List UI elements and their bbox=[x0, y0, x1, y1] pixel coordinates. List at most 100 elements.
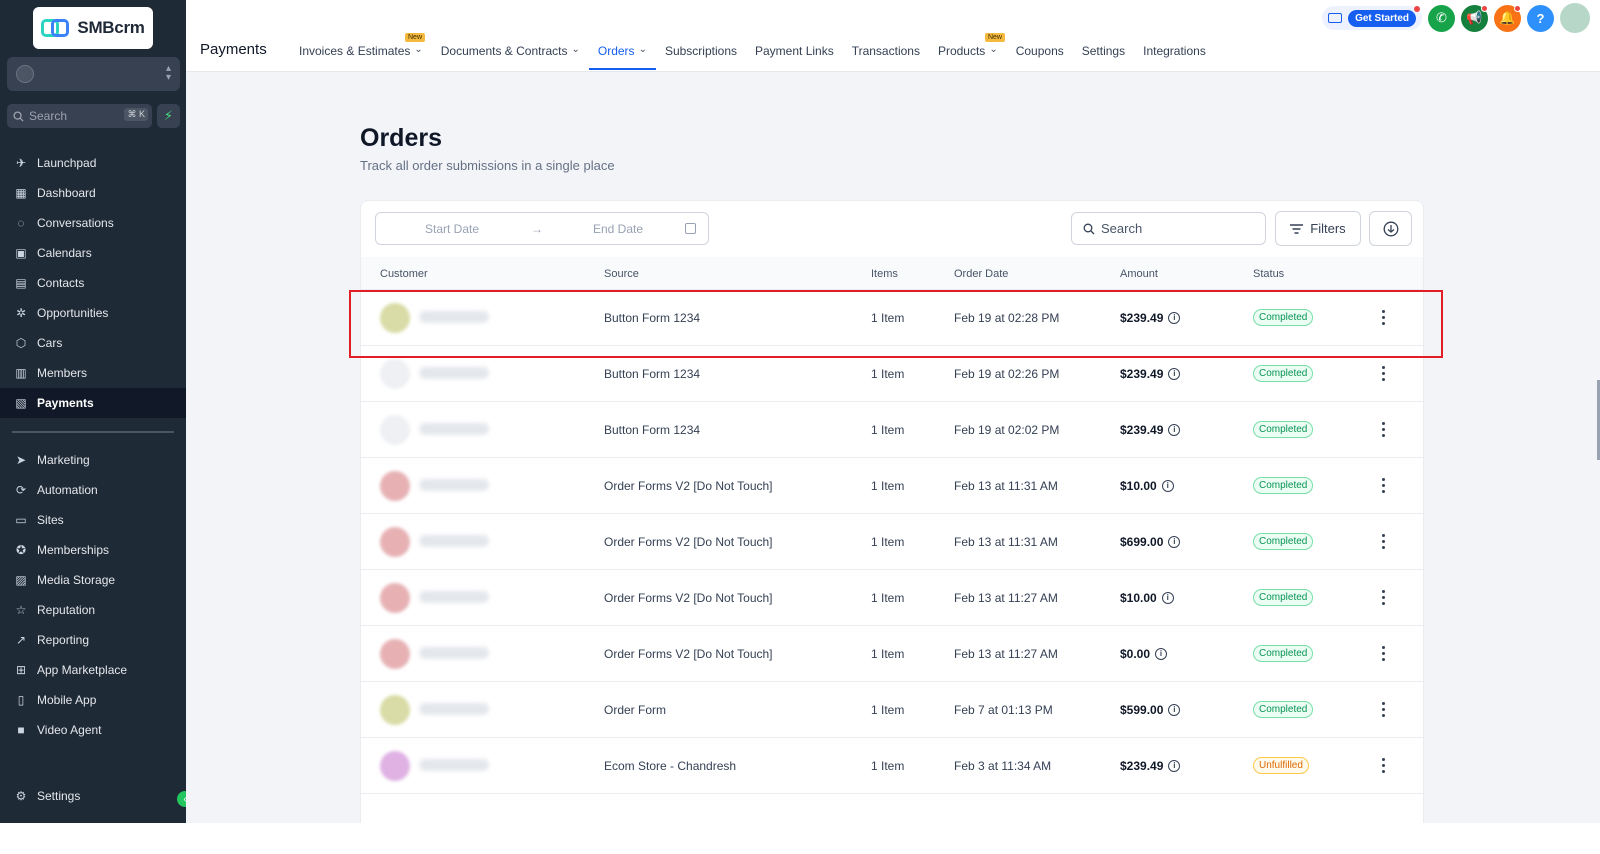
get-started-button[interactable]: Get Started bbox=[1322, 6, 1422, 30]
help-button[interactable]: ? bbox=[1527, 4, 1554, 32]
tab-orders[interactable]: Orders ⌄ bbox=[588, 34, 657, 72]
order-date: Feb 19 at 02:28 PM bbox=[954, 311, 1060, 325]
table-row[interactable]: Order Forms V2 [Do Not Touch] 1 Item Feb 1… bbox=[361, 626, 1423, 682]
sidebar-item-label: Dashboard bbox=[37, 186, 96, 200]
info-icon[interactable]: i bbox=[1168, 312, 1181, 324]
sidebar-item-memberships[interactable]: ✪ Memberships bbox=[0, 535, 186, 565]
info-icon[interactable]: i bbox=[1168, 368, 1181, 380]
phone-button[interactable]: ✆ bbox=[1428, 4, 1455, 32]
sidebar-item-dashboard[interactable]: ▦ Dashboard bbox=[0, 178, 186, 208]
info-icon[interactable]: i bbox=[1168, 704, 1181, 716]
info-icon[interactable]: i bbox=[1168, 536, 1181, 548]
column-header-customer[interactable]: Customer bbox=[380, 268, 428, 280]
column-header-items[interactable]: Items bbox=[871, 268, 898, 280]
sidebar-item-cars[interactable]: ⬡ Cars bbox=[0, 328, 186, 358]
kebab-dot bbox=[1381, 713, 1385, 717]
sidebar-item-video-agent[interactable]: ■ Video Agent bbox=[0, 715, 186, 745]
star-icon: ☆ bbox=[15, 603, 27, 617]
quick-action-button[interactable]: ⚡ bbox=[157, 104, 180, 128]
order-amount: $239.49 i bbox=[1120, 759, 1181, 773]
table-row[interactable]: Button Form 1234 1 Item Feb 19 at 02:26 PM… bbox=[361, 346, 1423, 402]
end-date-input[interactable]: End Date bbox=[593, 221, 644, 236]
new-badge: New bbox=[984, 33, 1005, 42]
column-header-amount[interactable]: Amount bbox=[1120, 268, 1158, 280]
sidebar-item-media-storage[interactable]: ▨ Media Storage bbox=[0, 565, 186, 595]
info-icon[interactable]: i bbox=[1155, 648, 1168, 660]
tab-products[interactable]: Products ⌄ New bbox=[929, 33, 1007, 72]
scrollbar[interactable] bbox=[1597, 380, 1600, 460]
sidebar-search[interactable]: Search ⌘ K bbox=[7, 104, 152, 128]
sidebar-item-reputation[interactable]: ☆ Reputation bbox=[0, 595, 186, 625]
notifications-button[interactable]: 🔔 bbox=[1494, 4, 1521, 32]
tab-subscriptions[interactable]: Subscriptions bbox=[656, 34, 746, 72]
customer-name-redacted bbox=[419, 759, 489, 771]
tab-documents-contracts[interactable]: Documents & Contracts ⌄ bbox=[432, 34, 589, 72]
account-switcher[interactable]: ▴ ▾ bbox=[7, 57, 180, 91]
sidebar-item-settings[interactable]: ⚙ Settings bbox=[0, 781, 186, 811]
customer-name-redacted bbox=[419, 647, 489, 659]
sidebar-item-marketing[interactable]: ➤ Marketing bbox=[0, 445, 186, 475]
amount-value: $699.00 bbox=[1120, 535, 1164, 549]
table-row[interactable]: Order Forms V2 [Do Not Touch] 1 Item Feb 1… bbox=[361, 458, 1423, 514]
kebab-dot bbox=[1381, 595, 1385, 599]
column-header-source[interactable]: Source bbox=[604, 268, 639, 280]
download-button[interactable] bbox=[1369, 211, 1412, 246]
user-avatar[interactable] bbox=[1560, 3, 1590, 33]
row-actions-button[interactable] bbox=[1378, 699, 1388, 719]
row-actions-button[interactable] bbox=[1378, 363, 1388, 383]
table-row[interactable]: Order Forms V2 [Do Not Touch] 1 Item Feb 1… bbox=[361, 514, 1423, 570]
table-row[interactable]: Button Form 1234 1 Item Feb 19 at 02:28 PM… bbox=[361, 290, 1423, 346]
column-header-status[interactable]: Status bbox=[1253, 268, 1285, 280]
tab-coupons[interactable]: Coupons bbox=[1007, 34, 1073, 72]
row-actions-button[interactable] bbox=[1378, 643, 1388, 663]
sidebar-item-automation[interactable]: ⟳ Automation bbox=[0, 475, 186, 505]
sidebar-item-conversations[interactable]: ◌ Conversations bbox=[0, 208, 186, 238]
sidebar-item-payments[interactable]: ▧ Payments bbox=[0, 388, 186, 418]
order-items: 1 Item bbox=[871, 703, 905, 717]
tab-settings[interactable]: Settings bbox=[1073, 34, 1134, 72]
table-row[interactable]: Order Forms V2 [Do Not Touch] 1 Item Feb 1… bbox=[361, 570, 1423, 626]
date-range-picker[interactable]: Start Date → End Date bbox=[375, 212, 709, 245]
row-actions-button[interactable] bbox=[1378, 755, 1388, 775]
sidebar-item-mobile-app[interactable]: ▯ Mobile App bbox=[0, 685, 186, 715]
sidebar-item-sites[interactable]: ▭ Sites bbox=[0, 505, 186, 535]
orders-search-input[interactable]: Search bbox=[1071, 212, 1266, 245]
kebab-dot bbox=[1381, 769, 1385, 773]
info-icon[interactable]: i bbox=[1168, 424, 1181, 436]
info-icon[interactable]: i bbox=[1161, 480, 1174, 492]
sidebar-item-reporting[interactable]: ↗ Reporting bbox=[0, 625, 186, 655]
tab-label: Payment Links bbox=[755, 44, 834, 58]
tab-invoices-estimates[interactable]: Invoices & Estimates ⌄ New bbox=[290, 33, 432, 72]
sidebar-item-label: Settings bbox=[37, 789, 81, 803]
tab-payment-links[interactable]: Payment Links bbox=[746, 34, 843, 72]
filters-button[interactable]: Filters bbox=[1275, 211, 1361, 246]
info-icon[interactable]: i bbox=[1168, 760, 1181, 772]
sidebar-item-opportunities[interactable]: ✲ Opportunities bbox=[0, 298, 186, 328]
tab-integrations[interactable]: Integrations bbox=[1134, 34, 1215, 72]
info-icon[interactable]: i bbox=[1161, 592, 1174, 604]
row-actions-button[interactable] bbox=[1378, 531, 1388, 551]
column-header-order-date[interactable]: Order Date bbox=[954, 268, 1009, 280]
row-actions-button[interactable] bbox=[1378, 307, 1388, 327]
table-row[interactable]: Button Form 1234 1 Item Feb 19 at 02:02 PM… bbox=[361, 402, 1423, 458]
row-actions-button[interactable] bbox=[1378, 587, 1388, 607]
notification-dot bbox=[1481, 4, 1488, 12]
app-logo[interactable]: SMBcrm bbox=[33, 7, 153, 49]
sidebar-item-launchpad[interactable]: ✈ Launchpad bbox=[0, 148, 186, 178]
sidebar-item-contacts[interactable]: ▤ Contacts bbox=[0, 268, 186, 298]
row-actions-button[interactable] bbox=[1378, 475, 1388, 495]
sidebar-item-members[interactable]: ▥ Members bbox=[0, 358, 186, 388]
table-row[interactable]: Ecom Store - Chandresh 1 Item Feb 3 at 11:… bbox=[361, 738, 1423, 794]
customer-name-redacted bbox=[419, 367, 489, 379]
sidebar-item-label: Conversations bbox=[37, 216, 114, 230]
start-date-input[interactable]: Start Date bbox=[425, 221, 480, 236]
sidebar-item-calendars[interactable]: ▣ Calendars bbox=[0, 238, 186, 268]
customer-name-redacted bbox=[419, 535, 489, 547]
table-row[interactable]: Order Form 1 Item Feb 7 at 01:13 PM $599.00… bbox=[361, 682, 1423, 738]
tab-label: Settings bbox=[1081, 44, 1126, 58]
account-avatar-icon bbox=[16, 65, 34, 83]
row-actions-button[interactable] bbox=[1378, 419, 1388, 439]
tab-transactions[interactable]: Transactions bbox=[843, 34, 929, 72]
announcements-button[interactable]: 📢 bbox=[1461, 4, 1488, 32]
sidebar-item-app-marketplace[interactable]: ⊞ App Marketplace bbox=[0, 655, 186, 685]
